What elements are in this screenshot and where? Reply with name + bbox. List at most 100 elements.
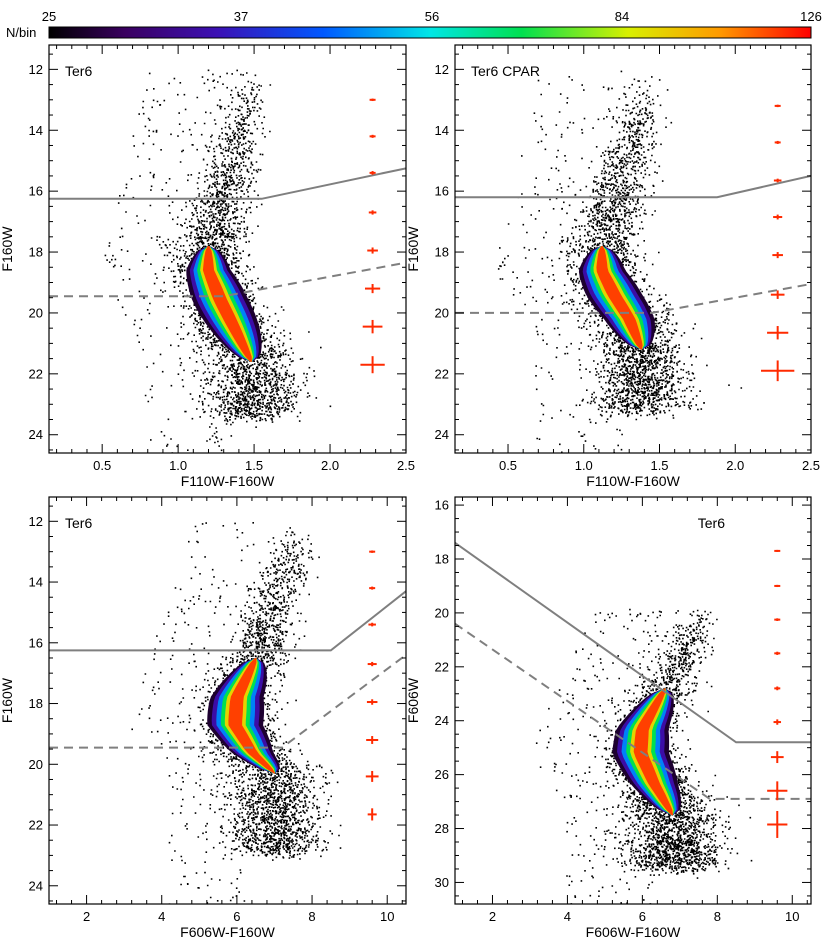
axes-frame <box>48 496 407 905</box>
density-contour <box>228 658 276 774</box>
y-axis-label: F160W <box>0 677 15 723</box>
error-bar <box>774 651 781 655</box>
x-tick-label: 2.0 <box>321 458 339 473</box>
error-bar <box>369 171 376 175</box>
density-contour <box>633 688 674 816</box>
plot-area <box>49 522 406 904</box>
y-tick-label: 30 <box>435 875 449 890</box>
y-tick-label: 18 <box>29 696 43 711</box>
y-tick-label: 20 <box>435 305 449 320</box>
y-tick-label: 16 <box>435 184 449 199</box>
error-bar <box>770 290 785 299</box>
x-tick-label: 2.5 <box>397 458 415 473</box>
y-tick-label: 20 <box>29 305 43 320</box>
y-tick-label: 12 <box>29 62 43 77</box>
colorbar-tick: 37 <box>234 9 248 24</box>
x-axis-label: F110W-F160W <box>181 473 275 489</box>
error-bar <box>772 252 783 259</box>
error-bar <box>774 549 781 552</box>
panel-bottom-right: 2 4 6 8 101618202224262830F606W-F160WF606WTe… <box>405 496 812 940</box>
panel-top-left: 0.5 1.0 1.5 2.0 2.5 12 14 16 18 20 22 24 F110W-F160W… <box>0 44 415 489</box>
selection-line-dashed <box>49 654 406 749</box>
error-bar <box>767 781 788 801</box>
y-tick-label: 16 <box>435 498 449 513</box>
panel-title: Ter6 <box>65 515 92 531</box>
colorbar-label: N/bin <box>6 25 36 40</box>
error-bar <box>367 247 378 254</box>
axes-frame <box>454 496 812 905</box>
y-tick-label: 14 <box>435 123 449 138</box>
error-bar <box>365 770 379 782</box>
x-tick-label: 0.5 <box>499 458 517 473</box>
error-bar <box>367 808 377 821</box>
error-bar <box>761 360 795 382</box>
colorbar-tick: 84 <box>615 9 629 24</box>
error-bar <box>368 210 377 215</box>
selection-line-dashed <box>455 283 811 314</box>
y-tick-label: 16 <box>29 635 43 650</box>
error-bar <box>369 550 376 553</box>
error-bar <box>360 356 385 374</box>
y-tick-label: 20 <box>435 605 449 620</box>
x-tick-label: 1.5 <box>245 458 263 473</box>
colorbar-tick: 56 <box>425 9 439 24</box>
y-tick-label: 16 <box>29 184 43 199</box>
error-bar <box>767 811 788 838</box>
y-tick-label: 18 <box>435 551 449 566</box>
colorbar-tick: 25 <box>42 9 56 24</box>
y-tick-label: 22 <box>435 659 449 674</box>
x-axis-label: F110W-F160W <box>586 473 680 489</box>
x-tick-label: 1.0 <box>169 458 187 473</box>
y-tick-label: 24 <box>435 713 449 728</box>
plot-area <box>49 69 406 453</box>
colorbar-tick: 126 <box>800 9 822 24</box>
error-bar <box>774 618 781 621</box>
y-tick-label: 18 <box>29 245 43 260</box>
x-axis-label: F606W-F160W <box>180 924 275 940</box>
y-axis-label: F160W <box>0 226 15 272</box>
y-tick-label: 24 <box>29 878 43 893</box>
error-bar <box>773 214 783 220</box>
error-bar <box>774 140 781 144</box>
error-bar <box>774 104 781 108</box>
y-tick-label: 24 <box>435 427 449 442</box>
panel-title: Ter6 CPAR <box>471 63 540 79</box>
plot-area <box>455 541 811 904</box>
y-tick-label: 22 <box>29 366 43 381</box>
y-tick-label: 24 <box>29 427 43 442</box>
x-tick-label: 2.5 <box>802 458 820 473</box>
error-bar <box>362 319 383 334</box>
x-tick-label: 2 <box>489 909 496 924</box>
x-tick-label: 4 <box>564 909 571 924</box>
y-tick-label: 12 <box>29 514 43 529</box>
error-bar <box>773 719 782 725</box>
y-tick-label: 26 <box>435 767 449 782</box>
density-contour <box>596 246 643 350</box>
plot-area <box>455 70 811 453</box>
y-tick-label: 22 <box>435 366 449 381</box>
y-axis-label: F160W <box>405 226 421 272</box>
x-tick-label: 1.5 <box>650 458 668 473</box>
error-bar <box>770 751 784 764</box>
y-tick-label: 12 <box>435 62 449 77</box>
error-bar <box>366 699 378 705</box>
panel-title: Ter6 <box>698 515 725 531</box>
colorbar: N/bin 25 37 56 84 126 <box>6 9 822 40</box>
star-points <box>497 70 743 453</box>
panel-top-right: 0.5 1.0 1.5 2.0 2.5 12 14 16 18 20 22 24 F110W-F160W… <box>405 44 820 489</box>
x-tick-label: 10 <box>380 909 394 924</box>
x-tick-label: 2.0 <box>726 458 744 473</box>
selection-line-solid <box>49 590 406 652</box>
density-contour <box>630 688 674 816</box>
error-bar <box>369 134 376 138</box>
error-bar <box>364 284 381 294</box>
x-tick-label: 0.5 <box>93 458 111 473</box>
selection-line-solid <box>455 541 811 744</box>
error-bar <box>774 686 781 691</box>
selection-line-solid <box>49 167 406 200</box>
y-axis-label: F606W <box>405 677 421 723</box>
x-tick-label: 10 <box>785 909 799 924</box>
panel-title: Ter6 <box>65 63 92 79</box>
